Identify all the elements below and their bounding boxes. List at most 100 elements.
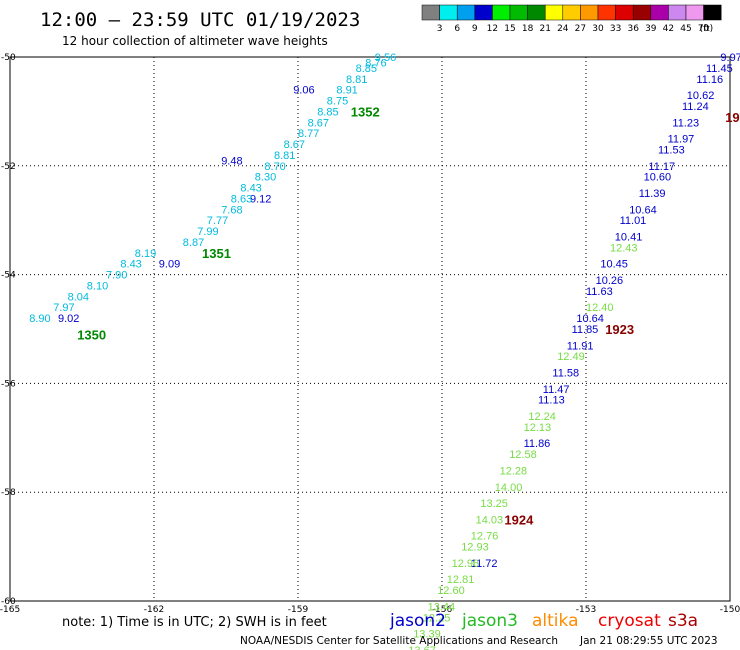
satellite-legend-item: altika <box>532 611 579 631</box>
wave-height-label: 12.81 <box>447 574 475 586</box>
colorbar-swatch <box>544 4 564 21</box>
wave-height-label: 8.10 <box>87 280 108 292</box>
wave-height-label: 14.00 <box>495 482 523 494</box>
satellite-legend-item: jason2 <box>389 611 446 631</box>
y-tick-label: -60 <box>1 597 16 607</box>
colorbar-swatch <box>685 4 704 21</box>
wave-height-label: 9.06 <box>293 85 314 97</box>
wave-height-label: 11.72 <box>471 558 498 570</box>
gridlines <box>10 57 730 601</box>
wave-height-label: 13.25 <box>480 498 508 510</box>
colorbar-swatch <box>421 4 440 21</box>
colorbar-level: 27 <box>575 24 586 34</box>
wave-height-label: 11.58 <box>552 368 579 380</box>
wave-height-label: 13.44 <box>428 601 456 613</box>
x-tick-label: -159 <box>288 605 309 615</box>
chart-subtitle: 12 hour collection of altimeter wave hei… <box>62 34 328 48</box>
colorbar-level: 39 <box>645 24 657 34</box>
wave-height-label: 12.76 <box>471 531 499 543</box>
colorbar-swatch <box>527 4 546 21</box>
pass-number-label: 1351 <box>202 246 231 261</box>
wave-height-label: 9.12 <box>250 193 271 205</box>
wave-height-label: 8.43 <box>120 259 141 271</box>
satellite-legend-item: cryosat <box>598 611 661 631</box>
wave-height-label: 11.47 <box>543 384 570 396</box>
wave-height-label: 11.45 <box>706 63 733 75</box>
pass-number-label: 1923 <box>605 322 634 337</box>
wave-height-label: 7.90 <box>106 270 127 282</box>
wave-height-label: 11.63 <box>586 286 613 298</box>
y-tick-label: -54 <box>1 271 16 281</box>
wave-height-label: 12.40 <box>586 302 614 314</box>
wave-height-label: 12.28 <box>500 465 528 477</box>
data-points: 9.029.099.129.489.069.9711.4511.1610.621… <box>29 52 740 650</box>
pass-number-label: 1923 <box>725 110 740 125</box>
wave-height-label: 10.60 <box>644 172 672 184</box>
chart-title: 12:00 – 23:59 UTC 01/19/2023 <box>40 9 360 31</box>
wave-height-label: 7.77 <box>207 215 228 227</box>
wave-height-label: 10.45 <box>600 259 628 271</box>
colorbar-swatch <box>492 4 511 21</box>
colorbar-level: 18 <box>522 24 534 34</box>
wave-height-label: 9.56 <box>375 52 396 64</box>
colorbar-swatch <box>509 4 528 21</box>
wave-height-label: 8.81 <box>274 150 295 162</box>
y-tick-label: -56 <box>1 379 16 389</box>
wave-height-label: 12.93 <box>461 542 489 554</box>
wave-height-label: 8.04 <box>68 291 89 303</box>
footnote: note: 1) Time is in UTC; 2) SWH is in fe… <box>62 615 327 630</box>
wave-height-label: 11.85 <box>572 324 599 336</box>
wave-height-label: 12.13 <box>524 422 552 434</box>
colorbar-level: 42 <box>663 24 674 34</box>
pass-labels: 1350 1351 1352 1923 1923 1924 <box>77 104 740 527</box>
colorbar-swatch <box>632 4 652 21</box>
wave-height-label: 12.96 <box>452 558 480 570</box>
wave-height-label: 11.17 <box>648 161 675 173</box>
wave-height-label: 8.70 <box>264 161 285 173</box>
axis-ticks: -165 -162 -159 -156 -153 -150 -50 -52 -54 -56 -58 -… <box>0 53 740 615</box>
wave-height-label: 8.85 <box>317 106 338 118</box>
wave-height-label: 8.90 <box>29 313 50 325</box>
wave-height-label: 8.91 <box>336 85 357 97</box>
wave-height-label: 14.03 <box>476 514 504 526</box>
x-tick-label: -156 <box>432 605 453 615</box>
wave-height-label: 8.85 <box>356 63 377 75</box>
colorbar-unit: (ft) <box>700 24 714 34</box>
wave-height-label: 11.01 <box>620 215 647 227</box>
pass-number-label: 1352 <box>351 104 380 119</box>
wave-height-label: 8.67 <box>284 139 305 151</box>
plot-frame <box>9 56 731 602</box>
colorbar-level: 33 <box>610 24 621 34</box>
colorbar-level: 21 <box>539 24 550 34</box>
wave-height-label: 11.16 <box>696 74 723 86</box>
colorbar-swatch <box>597 4 616 21</box>
wave-height-label: 11.13 <box>538 395 565 407</box>
wave-height-label: 12.43 <box>610 242 638 254</box>
wave-height-label: 8.75 <box>327 96 348 108</box>
colorbar-swatch <box>703 4 722 21</box>
wave-height-label: 8.67 <box>308 117 329 129</box>
x-tick-label: -162 <box>144 605 164 615</box>
wave-height-label: 12.58 <box>509 449 537 461</box>
colorbar-swatch <box>650 4 669 21</box>
y-tick-label: -58 <box>1 488 16 498</box>
wave-height-label: 9.48 <box>221 155 242 167</box>
wave-height-label: 11.39 <box>639 188 666 200</box>
satellite-legend-item: jason3 <box>461 611 518 631</box>
colorbar-swatch <box>439 4 458 21</box>
wave-height-label: 10.41 <box>615 232 643 244</box>
wave-height-label: 8.87 <box>183 237 204 249</box>
y-tick-label: -52 <box>1 162 16 172</box>
colorbar-swatch <box>562 4 581 21</box>
wave-height-label: 8.81 <box>346 74 367 86</box>
colorbar-level: 9 <box>472 24 478 34</box>
wave-height-label: 9.97 <box>720 52 740 64</box>
colorbar-swatch <box>474 4 493 21</box>
timestamp: Jan 21 08:29:55 UTC 2023 <box>579 635 718 647</box>
colorbar-level: 30 <box>592 24 604 34</box>
y-tick-label: -50 <box>1 53 16 63</box>
colorbar-legend: 3 6 9 12 15 18 21 24 27 30 33 36 39 42 45 70(ft) <box>421 4 722 34</box>
colorbar-level: 12 <box>487 24 498 34</box>
wave-height-label: 10.64 <box>576 313 604 325</box>
